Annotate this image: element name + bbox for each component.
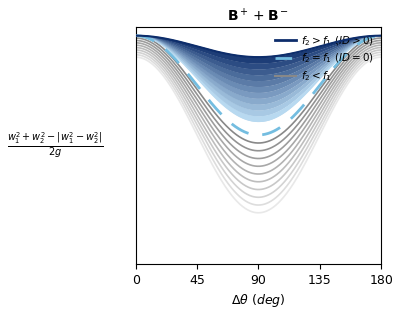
X-axis label: $\Delta\theta\ (deg)$: $\Delta\theta\ (deg)$ [231, 292, 286, 309]
Y-axis label: $\frac{w_1^2+w_2^2-|w_1^2-w_2^2|}{2g}$: $\frac{w_1^2+w_2^2-|w_1^2-w_2^2|}{2g}$ [7, 131, 103, 160]
Title: $\mathbf{B}^+ + \mathbf{B}^-$: $\mathbf{B}^+ + \mathbf{B}^-$ [228, 7, 289, 24]
Legend: $f_2 > f_1\ (ID > 0)$, $f_2 = f_1\ (ID = 0)$, $f_2 < f_1$: $f_2 > f_1\ (ID > 0)$, $f_2 = f_1\ (ID =… [271, 30, 378, 88]
